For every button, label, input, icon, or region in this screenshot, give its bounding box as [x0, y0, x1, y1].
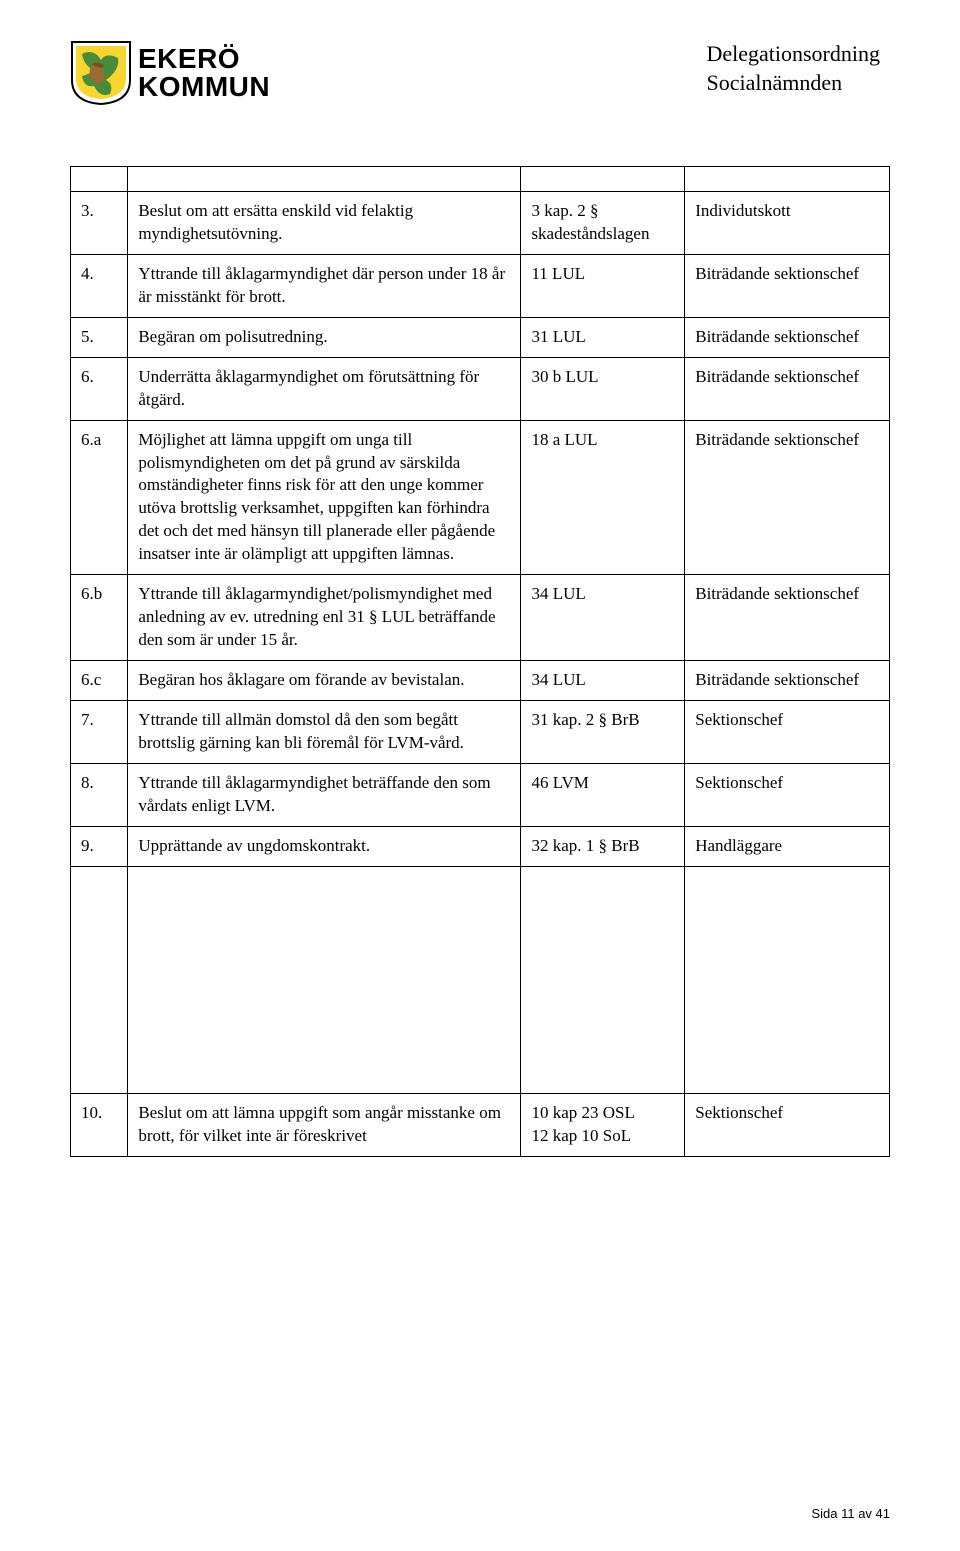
table-row-empty	[71, 167, 890, 192]
cell-description: Underrätta åklagarmyndighet om förutsätt…	[128, 357, 521, 420]
cell-role: Sektionschef	[685, 1093, 890, 1156]
cell-description: Yttrande till åklagarmyndighet beträffan…	[128, 763, 521, 826]
cell-number: 6.	[71, 357, 128, 420]
cell-role: Biträdande sektionschef	[685, 420, 890, 575]
cell-number: 8.	[71, 763, 128, 826]
cell-reference: 34 LUL	[521, 661, 685, 701]
cell-description: Upprättande av ungdomskontrakt.	[128, 826, 521, 866]
cell-role: Sektionschef	[685, 763, 890, 826]
org-name: EKERÖ KOMMUN	[138, 45, 270, 101]
table-row: 7.Yttrande till allmän domstol då den so…	[71, 700, 890, 763]
doc-title-line1: Delegationsordning	[706, 40, 880, 69]
cell-reference: 30 b LUL	[521, 357, 685, 420]
cell-number: 7.	[71, 700, 128, 763]
table-row: 10.Beslut om att lämna uppgift som angår…	[71, 1093, 890, 1156]
table-row: 6.aMöjlighet att lämna uppgift om unga t…	[71, 420, 890, 575]
cell-number: 5.	[71, 317, 128, 357]
table-row: 6.cBegäran hos åklagare om förande av be…	[71, 661, 890, 701]
cell-description: Begäran om polisutredning.	[128, 317, 521, 357]
table-row: 8.Yttrande till åklagarmyndighet beträff…	[71, 763, 890, 826]
page-header: EKERÖ KOMMUN Delegationsordning Socialnä…	[70, 40, 890, 106]
cell-role: Handläggare	[685, 826, 890, 866]
table-row: 4.Yttrande till åklagarmyndighet där per…	[71, 254, 890, 317]
page-number: Sida 11 av 41	[811, 1506, 890, 1521]
table-row: 9.Upprättande av ungdomskontrakt.32 kap.…	[71, 826, 890, 866]
cell-number: 6.a	[71, 420, 128, 575]
cell-reference: 11 LUL	[521, 254, 685, 317]
org-logo: EKERÖ KOMMUN	[70, 40, 270, 106]
cell-reference: 34 LUL	[521, 575, 685, 661]
cell-number: 3.	[71, 192, 128, 255]
cell-description: Möjlighet att lämna uppgift om unga till…	[128, 420, 521, 575]
cell-role: Sektionschef	[685, 700, 890, 763]
org-name-line1: EKERÖ	[138, 45, 270, 73]
cell-description: Yttrande till åklagarmyndighet där perso…	[128, 254, 521, 317]
cell-reference: 18 a LUL	[521, 420, 685, 575]
cell-reference: 31 LUL	[521, 317, 685, 357]
cell-description: Begäran hos åklagare om förande av bevis…	[128, 661, 521, 701]
cell-description: Yttrande till allmän domstol då den som …	[128, 700, 521, 763]
org-name-line2: KOMMUN	[138, 73, 270, 101]
cell-description: Yttrande till åklagarmyndighet/polismynd…	[128, 575, 521, 661]
cell-number: 6.c	[71, 661, 128, 701]
cell-description: Beslut om att lämna uppgift som angår mi…	[128, 1093, 521, 1156]
cell-role: Biträdande sektionschef	[685, 357, 890, 420]
cell-role: Biträdande sektionschef	[685, 661, 890, 701]
cell-reference: 46 LVM	[521, 763, 685, 826]
page-footer: Sida 11 av 41	[811, 1506, 890, 1521]
table-row: 5.Begäran om polisutredning.31 LULBiträd…	[71, 317, 890, 357]
cell-role: Biträdande sektionschef	[685, 254, 890, 317]
cell-reference: 10 kap 23 OSL 12 kap 10 SoL	[521, 1093, 685, 1156]
cell-description: Beslut om att ersätta enskild vid felakt…	[128, 192, 521, 255]
cell-role: Individutskott	[685, 192, 890, 255]
delegation-table: 3.Beslut om att ersätta enskild vid fela…	[70, 166, 890, 1157]
doc-title: Delegationsordning Socialnämnden	[706, 40, 890, 97]
cell-role: Biträdande sektionschef	[685, 317, 890, 357]
cell-reference: 32 kap. 1 § BrB	[521, 826, 685, 866]
table-row: 6.Underrätta åklagarmyndighet om förutsä…	[71, 357, 890, 420]
doc-title-line2: Socialnämnden	[706, 69, 880, 98]
cell-number: 4.	[71, 254, 128, 317]
page: EKERÖ KOMMUN Delegationsordning Socialnä…	[0, 0, 960, 1551]
cell-reference: 31 kap. 2 § BrB	[521, 700, 685, 763]
cell-number: 10.	[71, 1093, 128, 1156]
cell-number: 6.b	[71, 575, 128, 661]
table-gap	[71, 866, 890, 1093]
cell-number: 9.	[71, 826, 128, 866]
table-row: 3.Beslut om att ersätta enskild vid fela…	[71, 192, 890, 255]
ekero-shield-icon	[70, 40, 132, 106]
table-row: 6.bYttrande till åklagarmyndighet/polism…	[71, 575, 890, 661]
cell-role: Biträdande sektionschef	[685, 575, 890, 661]
cell-reference: 3 kap. 2 § skadeståndslagen	[521, 192, 685, 255]
